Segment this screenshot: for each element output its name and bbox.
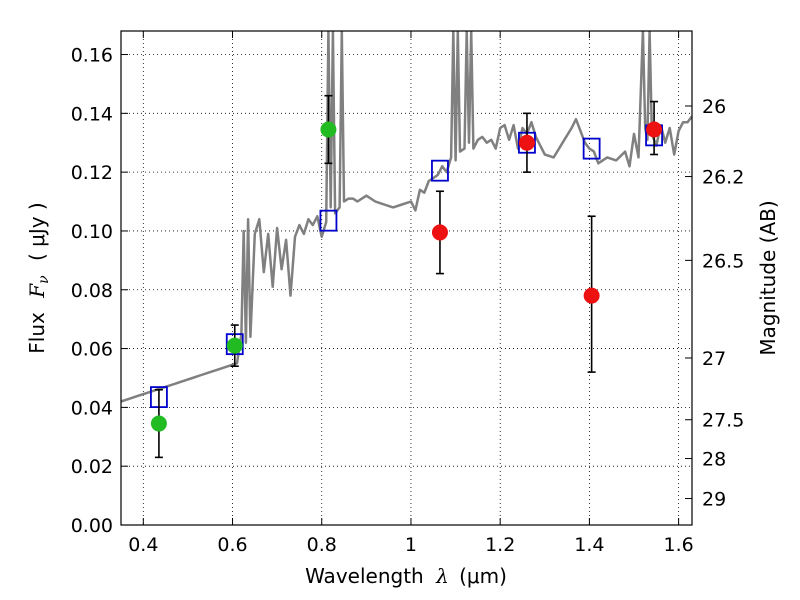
y-tick-label: 0.10 (71, 221, 113, 243)
right-tick-label: 29 (702, 489, 726, 511)
x-tick-label: 1.6 (664, 534, 694, 556)
y-axis-right-label: Magnitude (AB) (756, 200, 780, 355)
right-tick-label: 26.2 (702, 167, 744, 189)
data-point (518, 134, 535, 151)
x-tick-label: 0.6 (217, 534, 247, 556)
data-point (226, 337, 243, 354)
x-tick-label: 1 (405, 534, 417, 556)
grid-lines (121, 31, 692, 526)
right-tick-label: 27 (702, 348, 726, 370)
data-point (646, 121, 663, 138)
y-tick-label: 0.14 (71, 103, 113, 125)
data-point (431, 224, 448, 241)
y-tick-label: 0.12 (71, 162, 113, 184)
right-tick-label: 28 (702, 449, 726, 471)
y-tick-label: 0.16 (71, 45, 113, 67)
data-layer (121, 31, 692, 403)
synthetic-photometry-square (319, 209, 338, 232)
right-tick-label: 26 (702, 96, 726, 118)
x-tick-label: 1.4 (574, 534, 604, 556)
x-tick-label: 1.2 (485, 534, 515, 556)
data-point (583, 287, 600, 304)
data-point (320, 121, 337, 138)
y-tick-label: 0.00 (71, 515, 113, 537)
x-tick-label: 0.8 (307, 534, 337, 556)
data-point (150, 415, 167, 432)
marker-layer (150, 94, 663, 459)
x-axis-label: Wavelength λ (μm) (305, 564, 507, 588)
y-tick-label: 0.02 (71, 456, 113, 478)
synthetic-photometry-square (582, 137, 601, 160)
spectrum-line (121, 31, 692, 403)
y-axis-label: Flux Fν ( μJy ) (25, 202, 53, 353)
right-tick-label: 27.5 (702, 410, 744, 432)
y-tick-label: 0.04 (71, 397, 113, 419)
synthetic-photometry-square (431, 159, 449, 182)
y-tick-label: 0.06 (71, 339, 113, 361)
x-tick-label: 0.4 (128, 534, 158, 556)
plot-frame (120, 30, 693, 526)
right-tick-label: 26.5 (702, 250, 744, 272)
y-tick-label: 0.08 (71, 280, 113, 302)
tick-layer: 0.4 0.6 0.8 1 1.2 1.4 1.6 0.00 0.02 0.04 0.06 0.08 0… (71, 31, 744, 556)
